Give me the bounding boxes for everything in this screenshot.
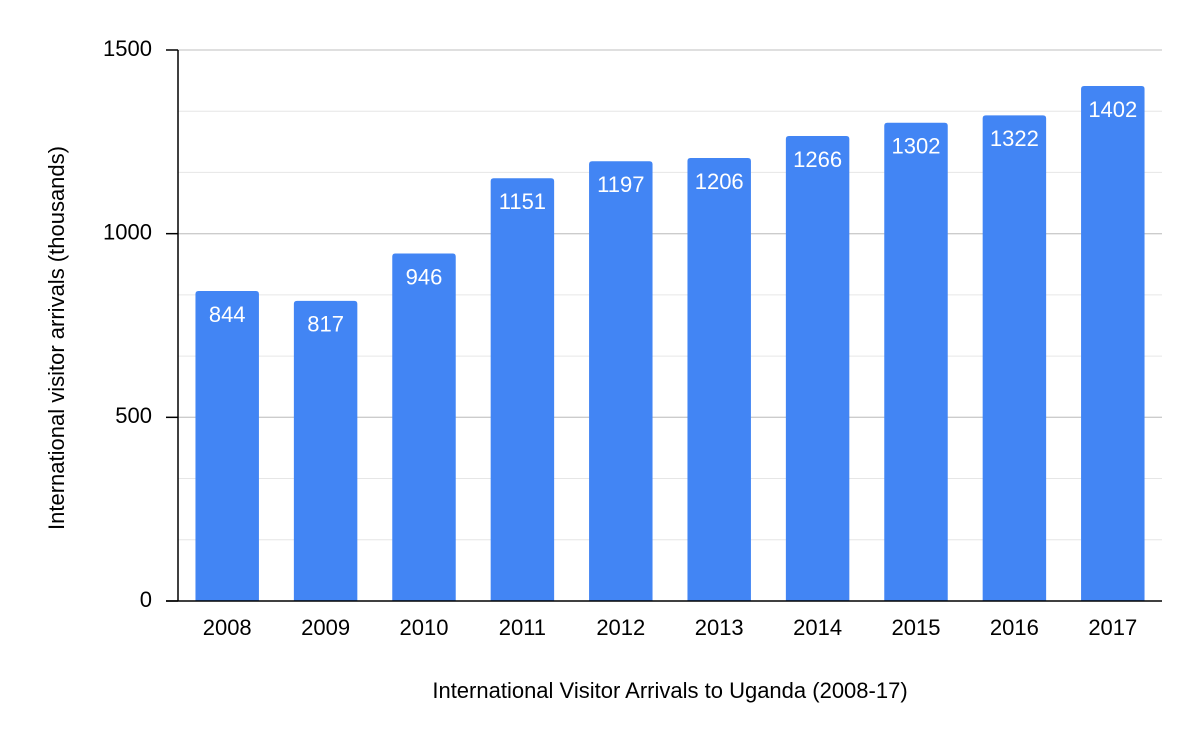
y-tick-label: 500 [115,403,152,428]
bars [195,85,1145,602]
x-tick-label-2008: 2008 [203,615,252,640]
x-tick-label-2015: 2015 [892,615,941,640]
bar-2014 [785,135,850,601]
x-ticks: 2008 2009 2010 2011 2012 2013 2014 2015 2016 2017 [203,615,1138,640]
bar-2008 [195,290,259,601]
x-tick-label-2014: 2014 [793,615,842,640]
data-label-2015: 1302 [892,134,941,159]
bar-2017 [1081,85,1145,602]
data-label-2012: 1197 [597,172,644,197]
bar-2009 [293,300,358,601]
y-ticks: 0 500 1000 1500 [103,36,178,612]
y-axis-title: International visitor arrivals (thousand… [44,146,69,530]
bar-2010 [392,253,456,601]
y-tick-label: 0 [140,587,152,612]
x-tick-label-2012: 2012 [596,615,645,640]
axes [166,50,1162,602]
x-tick-label-2009: 2009 [301,615,350,640]
data-label-2010: 946 [406,264,443,289]
data-labels: 844 817 946 1151 1197 1206 1266 1302 1322 1402 [209,97,1137,337]
bar-2013 [687,157,751,601]
data-label-2017: 1402 [1088,97,1137,122]
data-label-2013: 1206 [695,169,744,194]
x-tick-label-2013: 2013 [695,615,744,640]
x-tick-label-2010: 2010 [400,615,449,640]
x-axis-title: International Visitor Arrivals to Uganda… [432,678,907,703]
bar-2015 [884,122,948,602]
data-label-2008: 844 [209,302,246,327]
y-tick-label: 1500 [103,36,152,61]
bar-2016 [982,115,1047,602]
data-label-2016: 1322 [990,126,1039,151]
bar-2012 [589,161,653,601]
x-tick-label-2016: 2016 [990,615,1039,640]
x-tick-label-2011: 2011 [499,615,546,640]
bar-2011 [490,178,555,601]
data-label-2014: 1266 [793,147,842,172]
data-label-2009: 817 [307,312,344,337]
x-tick-label-2017: 2017 [1088,615,1137,640]
y-tick-label: 1000 [103,219,152,244]
data-label-2011: 1151 [499,189,546,214]
